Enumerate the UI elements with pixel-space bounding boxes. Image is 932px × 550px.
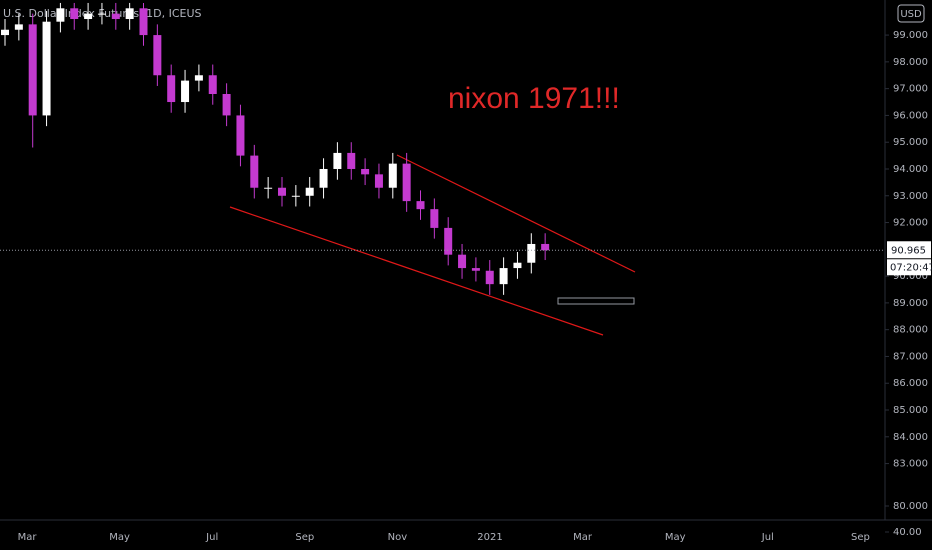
x-tick-label: May — [109, 532, 130, 543]
candle-body — [499, 268, 508, 285]
lower-trendline — [229, 206, 604, 336]
candle-body — [541, 243, 550, 251]
last-price-box — [887, 241, 931, 259]
y-tick-label: 84.000 — [893, 432, 928, 443]
y-tick-label: 86.000 — [893, 378, 928, 389]
candle-body — [14, 24, 23, 30]
candle-body — [388, 163, 397, 188]
candle-body — [250, 155, 259, 188]
candle-body — [208, 75, 217, 95]
candle-body — [513, 262, 522, 269]
y-tick-label: 96.000 — [893, 110, 928, 121]
y-tick-label: 80.000 — [893, 501, 928, 512]
y-tick-label: 93.000 — [893, 191, 928, 202]
y-tick-label: 97.000 — [893, 84, 928, 95]
y-tick-label: 92.000 — [893, 218, 928, 229]
candle-body — [236, 115, 245, 156]
candle-body — [28, 24, 37, 116]
x-tick-label: Mar — [573, 532, 593, 543]
candle-body — [70, 8, 79, 20]
candle-body — [430, 209, 439, 228]
currency-button[interactable] — [897, 4, 925, 23]
y-tick-label: 95.000 — [893, 137, 928, 148]
candle-body — [139, 8, 148, 36]
y-tick-label: 88.000 — [893, 325, 928, 336]
x-tick-label: Sep — [851, 532, 870, 543]
x-tick-label: Mar — [18, 532, 38, 543]
candle-body — [84, 13, 93, 20]
candle-body — [181, 80, 190, 103]
candle-body — [278, 187, 286, 196]
candle-body — [402, 163, 411, 202]
y-tick-label: 98.000 — [893, 57, 928, 68]
candle-body — [305, 187, 314, 196]
countdown-label: 07:20:47 — [890, 262, 932, 273]
candle-body — [527, 243, 536, 263]
y-tick-label: 85.000 — [893, 405, 928, 416]
candle-body — [194, 75, 203, 81]
y-tick-label: 94.000 — [893, 164, 928, 175]
upper-trendline — [396, 154, 636, 273]
candle-body — [291, 195, 300, 197]
x-tick-label: 2021 — [477, 532, 502, 543]
x-tick-label: May — [665, 532, 686, 543]
candle-body — [416, 201, 425, 210]
candle-body — [153, 35, 162, 76]
candle-body — [347, 152, 356, 169]
candle-body — [361, 168, 370, 175]
candle-body — [458, 254, 467, 269]
candle-body — [444, 227, 453, 255]
y-tick-label: 87.000 — [893, 351, 928, 362]
candle-body — [111, 13, 120, 20]
currency-label: USD — [900, 9, 922, 20]
x-tick-label: Nov — [388, 532, 408, 543]
candle-body — [97, 13, 106, 15]
x-tick-label: Sep — [295, 532, 314, 543]
candle-body — [319, 168, 328, 188]
countdown-box — [887, 259, 931, 276]
y-tick-label: 99.000 — [893, 30, 928, 41]
candle-body — [471, 268, 480, 271]
x-tick-label: Jul — [205, 532, 218, 543]
candle-body — [485, 270, 494, 285]
last-price-label: 90.965 — [891, 245, 926, 256]
annotation: nixon 1971!!! — [448, 82, 620, 115]
y-tick-label: 89.000 — [893, 298, 928, 309]
candle-body — [374, 174, 383, 188]
candle-body — [56, 8, 65, 22]
x-tick-label: Jul — [761, 532, 774, 543]
y-tick-label: 90.000 — [893, 271, 928, 282]
candle-body — [42, 21, 51, 116]
candle-body — [264, 187, 273, 189]
y-tick-label: 40.00 — [893, 527, 922, 538]
candle-body — [222, 94, 231, 116]
rectangle-drawing — [557, 297, 635, 305]
candle-body — [333, 152, 342, 169]
candle-body — [125, 8, 134, 20]
candle-body — [1, 29, 9, 36]
y-tick-label: 83.000 — [893, 459, 928, 470]
candle-body — [167, 75, 176, 103]
